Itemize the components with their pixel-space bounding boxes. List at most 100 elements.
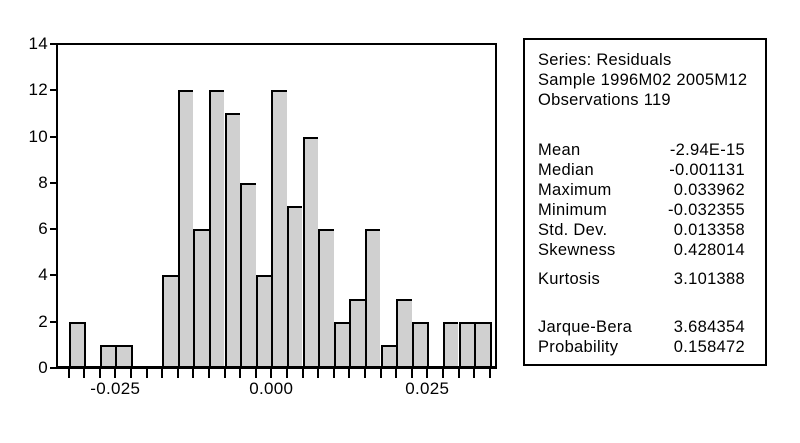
x-tick bbox=[207, 368, 210, 378]
x-axis-line bbox=[55, 365, 497, 369]
y-tick bbox=[50, 320, 57, 323]
stat-label: Minimum bbox=[538, 201, 608, 219]
x-tick bbox=[239, 368, 242, 378]
x-tick bbox=[67, 368, 70, 378]
x-tick bbox=[98, 368, 101, 378]
x-tick bbox=[379, 368, 382, 378]
stat-label: Jarque-Bera bbox=[538, 318, 633, 336]
stat-value: 3.684354 bbox=[673, 318, 745, 336]
histogram-bar bbox=[302, 137, 319, 368]
x-tick bbox=[301, 368, 304, 378]
histogram-bar bbox=[458, 322, 475, 368]
x-tick bbox=[254, 368, 257, 378]
histogram-bar bbox=[68, 322, 87, 368]
histogram-bar bbox=[224, 113, 241, 368]
y-tick bbox=[50, 367, 57, 369]
histogram-bar bbox=[162, 275, 178, 368]
histogram-bar bbox=[349, 299, 365, 368]
x-tick bbox=[317, 368, 320, 378]
x-tick bbox=[426, 368, 429, 378]
x-tick bbox=[363, 368, 366, 378]
stat-label: Std. Dev. bbox=[538, 221, 608, 239]
y-tick-label: 2 bbox=[38, 311, 48, 331]
plot-right-border bbox=[494, 43, 497, 369]
y-tick bbox=[50, 181, 57, 184]
x-tick bbox=[285, 368, 288, 378]
stats-panel: Series: Residuals Sample 1996M02 2005M12 O… bbox=[523, 38, 767, 366]
stat-row: Maximum 0.033962 bbox=[538, 180, 745, 200]
histogram-bar bbox=[318, 229, 334, 368]
x-tick bbox=[270, 368, 273, 378]
stat-label: Probability bbox=[538, 338, 619, 356]
x-tick bbox=[176, 368, 179, 378]
stat-label: Skewness bbox=[538, 241, 616, 259]
stat-label: Kurtosis bbox=[538, 270, 601, 288]
y-tick-label: 10 bbox=[28, 126, 48, 146]
stats-header-line: Sample 1996M02 2005M12 bbox=[538, 71, 748, 89]
x-tick bbox=[114, 368, 117, 378]
x-tick bbox=[83, 368, 86, 378]
x-tick bbox=[192, 368, 195, 378]
stat-row: Std. Dev. 0.013358 bbox=[538, 220, 745, 240]
stat-row: Jarque-Bera 3.684354 bbox=[538, 317, 745, 337]
stat-row: Mean -2.94E-15 bbox=[538, 140, 745, 160]
stats-test-rows: Jarque-Bera 3.684354 Probability 0.158472 bbox=[538, 317, 745, 357]
histogram-bar bbox=[474, 322, 492, 368]
stats-main-rows: Mean -2.94E-15 Median -0.001131 Maximum 0.033… bbox=[538, 140, 745, 289]
stat-value: -2.94E-15 bbox=[669, 141, 745, 159]
y-tick-label: 0 bbox=[38, 358, 48, 377]
y-axis-line bbox=[55, 43, 58, 369]
x-tick-label: -0.025 bbox=[90, 379, 141, 398]
stat-label: Maximum bbox=[538, 181, 612, 199]
y-tick-label: 8 bbox=[38, 172, 48, 192]
stat-label: Median bbox=[538, 161, 594, 179]
stat-value: 0.158472 bbox=[673, 338, 745, 356]
histogram-bar bbox=[396, 299, 412, 368]
stat-value: 0.033962 bbox=[673, 181, 745, 199]
stat-row: Minimum -0.032355 bbox=[538, 200, 745, 220]
x-tick bbox=[129, 368, 132, 378]
x-tick bbox=[223, 368, 226, 378]
x-tick bbox=[473, 368, 476, 378]
stat-value: 3.101388 bbox=[673, 270, 745, 288]
histogram-bar bbox=[99, 345, 116, 368]
x-tick bbox=[457, 368, 460, 378]
histogram-bar bbox=[364, 229, 381, 368]
y-tick-label: 14 bbox=[28, 33, 48, 53]
stat-row: Median -0.001131 bbox=[538, 160, 745, 180]
histogram-bar bbox=[240, 183, 256, 368]
y-tick bbox=[50, 274, 57, 277]
stat-row: Kurtosis 3.101388 bbox=[538, 269, 745, 289]
plot-top-border bbox=[55, 43, 497, 45]
histogram-bar bbox=[115, 345, 133, 368]
stats-header: Series: Residuals Sample 1996M02 2005M12 O… bbox=[538, 50, 748, 110]
stat-value: 0.013358 bbox=[673, 221, 745, 239]
y-tick-label: 12 bbox=[28, 80, 48, 100]
x-tick bbox=[348, 368, 351, 378]
histogram-bar bbox=[411, 322, 430, 368]
x-tick bbox=[488, 368, 491, 378]
histogram-bar bbox=[177, 90, 194, 368]
histogram-bar bbox=[255, 275, 272, 368]
histogram-bar bbox=[193, 229, 209, 368]
x-tick bbox=[410, 368, 413, 378]
y-tick bbox=[50, 42, 57, 45]
x-tick bbox=[441, 368, 444, 378]
y-tick bbox=[50, 89, 57, 92]
x-tick bbox=[395, 368, 398, 378]
stat-value: -0.032355 bbox=[667, 201, 745, 219]
histogram-bar bbox=[380, 345, 397, 368]
stat-row: Skewness 0.428014 bbox=[538, 240, 745, 260]
x-tick-label: 0.025 bbox=[405, 379, 450, 398]
stat-value: -0.001131 bbox=[669, 161, 745, 179]
stat-value: 0.428014 bbox=[673, 241, 745, 259]
stat-label: Mean bbox=[538, 141, 581, 159]
x-tick bbox=[161, 368, 164, 378]
stat-row: Probability 0.158472 bbox=[538, 337, 745, 357]
histogram-bar bbox=[286, 206, 303, 368]
y-tick-label: 4 bbox=[38, 265, 48, 285]
x-tick-label: 0.000 bbox=[249, 379, 294, 398]
stats-header-line: Observations 119 bbox=[538, 91, 671, 109]
y-tick bbox=[50, 135, 57, 138]
